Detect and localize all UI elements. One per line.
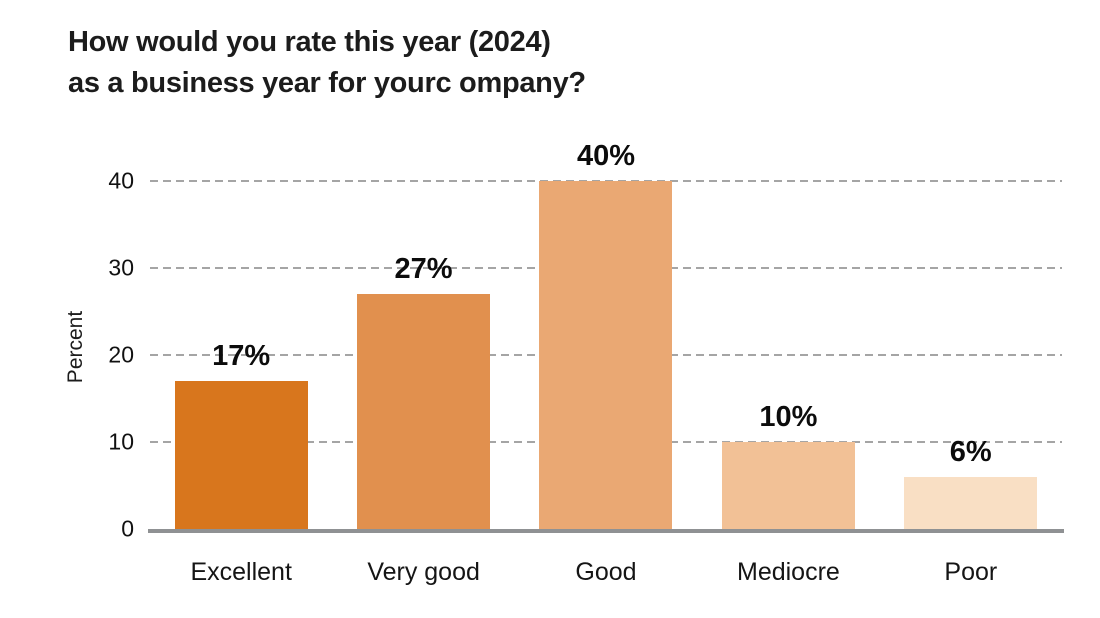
bar-value-label: 27% (394, 253, 453, 286)
bar-value-label: 40% (576, 140, 635, 172)
x-tick-label-excellent: Excellent (190, 558, 292, 586)
chart-title-line-1: How would you rate this year (2024) (68, 26, 551, 58)
x-axis-line (148, 529, 1064, 533)
x-axis: Excellent Very good Good Mediocre Poor (150, 558, 1062, 587)
y-tick-label: 10 (108, 428, 134, 455)
bar-very-good: 27% (357, 253, 491, 529)
bar-value-label: 17% (212, 340, 271, 373)
y-tick-label: 0 (121, 515, 134, 542)
y-axis: 0 10 20 30 40 (0, 169, 134, 540)
x-tick-label-good: Good (575, 558, 637, 586)
plot-area: 17% 27% 40% 10% 6% (148, 140, 1064, 533)
chart-title-line-2: as a business year for yourc ompany? (68, 66, 586, 99)
bar-good: 40% (539, 140, 673, 529)
x-tick-label-mediocre: Mediocre (737, 558, 840, 586)
y-tick-label: 30 (108, 254, 134, 281)
bar-value-label: 6% (949, 435, 992, 468)
bar-value-label: 10% (759, 401, 818, 433)
bar-excellent: 17% (174, 340, 308, 529)
bar-mediocre: 10% (721, 401, 855, 529)
bar-poor: 6% (904, 436, 1038, 529)
y-tick-label: 40 (108, 167, 134, 194)
y-tick-label: 20 (108, 341, 134, 368)
x-tick-label-very-good: Very good (367, 558, 480, 586)
chart-title: How would you rate this year (2024) as a… (68, 22, 586, 103)
x-tick-label-poor: Poor (944, 558, 998, 586)
